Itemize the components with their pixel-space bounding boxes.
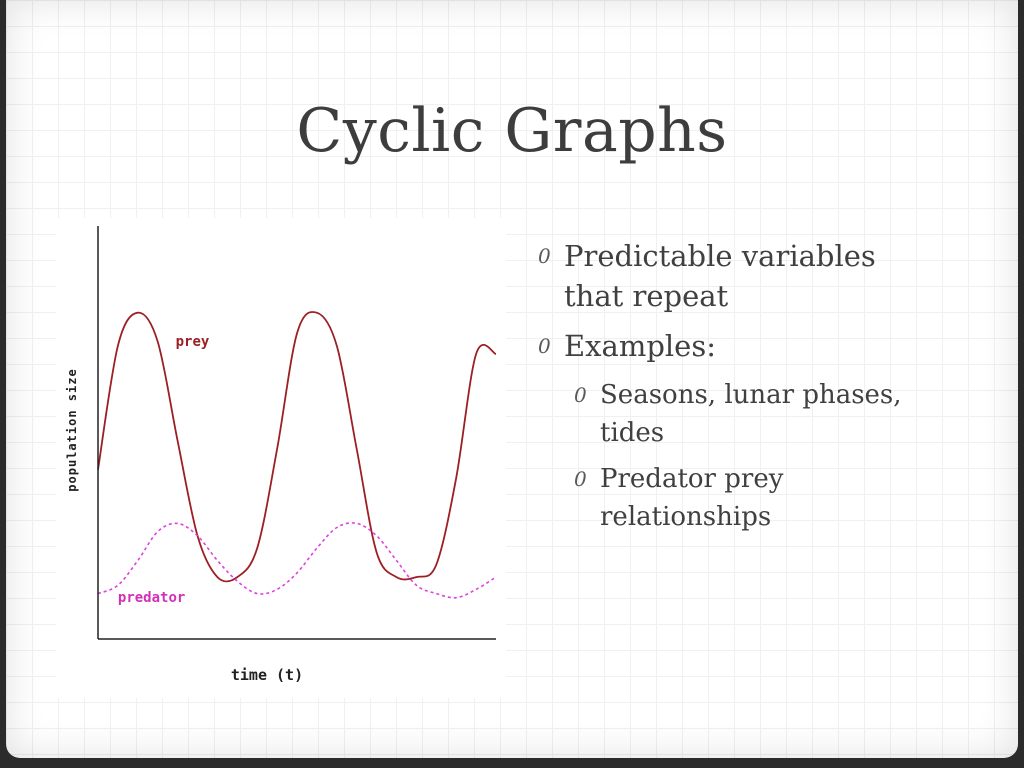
bullet-marker: 0 [538, 244, 551, 268]
bullet-marker: 0 [574, 383, 587, 407]
sub-bullet-item: 0 Predator prey relationships [532, 460, 932, 536]
bullet-text: Predictable variables that repeat [564, 239, 876, 313]
y-axis-label: population size [65, 368, 79, 491]
bullet-marker: 0 [538, 334, 551, 358]
sub-bullet-item: 0 Seasons, lunar phases, tides [532, 376, 932, 452]
bullet-text: Examples: [564, 329, 716, 363]
bullet-text: Seasons, lunar phases, tides [600, 380, 902, 448]
slide-title: Cyclic Graphs [296, 96, 728, 166]
series-label-predator: predator [118, 590, 185, 606]
slide: Cyclic Graphs prey predator time (t) pop… [6, 0, 1018, 758]
series-line-prey [97, 311, 497, 583]
x-axis-label: time (t) [231, 666, 303, 684]
chart-svg: prey predator time (t) population size [65, 226, 497, 684]
bullet-item: 0 Examples: [532, 326, 932, 366]
bullet-text: Predator prey relationships [600, 464, 784, 532]
series-line-predator [97, 522, 497, 599]
series-label-prey: prey [176, 334, 210, 350]
bullet-marker: 0 [574, 467, 587, 491]
cyclic-chart: prey predator time (t) population size [56, 218, 506, 698]
bullet-list: 0 Predictable variables that repeat 0 Ex… [532, 236, 932, 544]
bullet-item: 0 Predictable variables that repeat [532, 236, 932, 316]
